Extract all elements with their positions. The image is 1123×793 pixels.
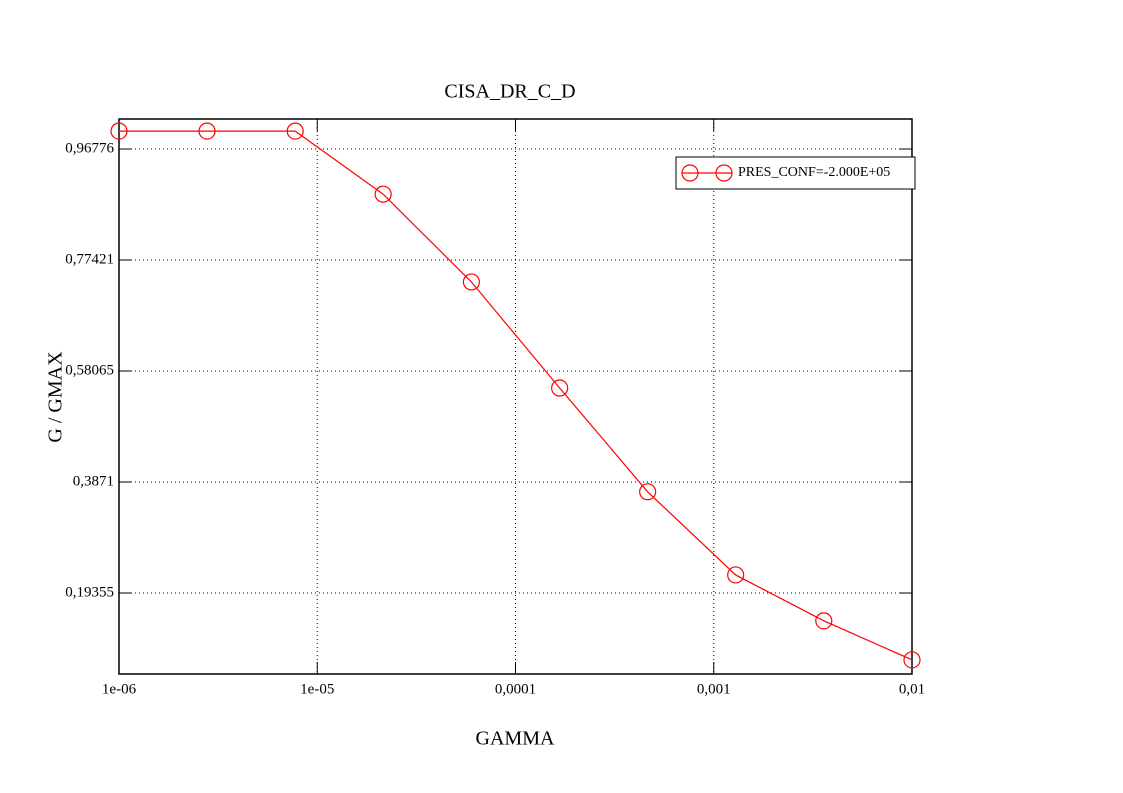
data-point: [727, 566, 745, 584]
y-tick-label: 0,3871: [73, 473, 114, 489]
y-tick-label: 0,77421: [65, 251, 114, 267]
legend-swatch: [681, 164, 699, 182]
legend-swatch: [715, 164, 733, 182]
data-point: [198, 122, 216, 140]
chart-title: CISA_DR_C_D: [444, 81, 575, 103]
data-point: [903, 651, 921, 669]
x-tick-label: 0,0001: [495, 681, 536, 697]
y-tick-label: 0,96776: [65, 140, 114, 156]
x-tick-label: 1e-06: [102, 681, 137, 697]
x-axis-label: GAMMA: [476, 728, 555, 750]
data-point: [286, 122, 304, 140]
data-point: [110, 122, 128, 140]
y-tick-label: 0,58065: [65, 362, 114, 378]
y-axis-label: G / GMAX: [45, 351, 67, 443]
series-line: [119, 130, 913, 661]
data-point: [462, 273, 480, 291]
data-point: [551, 379, 569, 397]
plot-frame: [118, 118, 913, 675]
data-point: [639, 483, 657, 501]
data-point: [815, 612, 833, 630]
y-tick-label: 0,19355: [65, 584, 114, 600]
legend-label: PRES_CONF=-2.000E+05: [738, 165, 890, 180]
legend-box: [675, 156, 916, 190]
x-tick-label: 0,01: [899, 681, 925, 697]
x-tick-label: 1e-05: [300, 681, 334, 697]
data-point: [374, 185, 392, 203]
x-tick-label: 0,001: [697, 681, 731, 697]
